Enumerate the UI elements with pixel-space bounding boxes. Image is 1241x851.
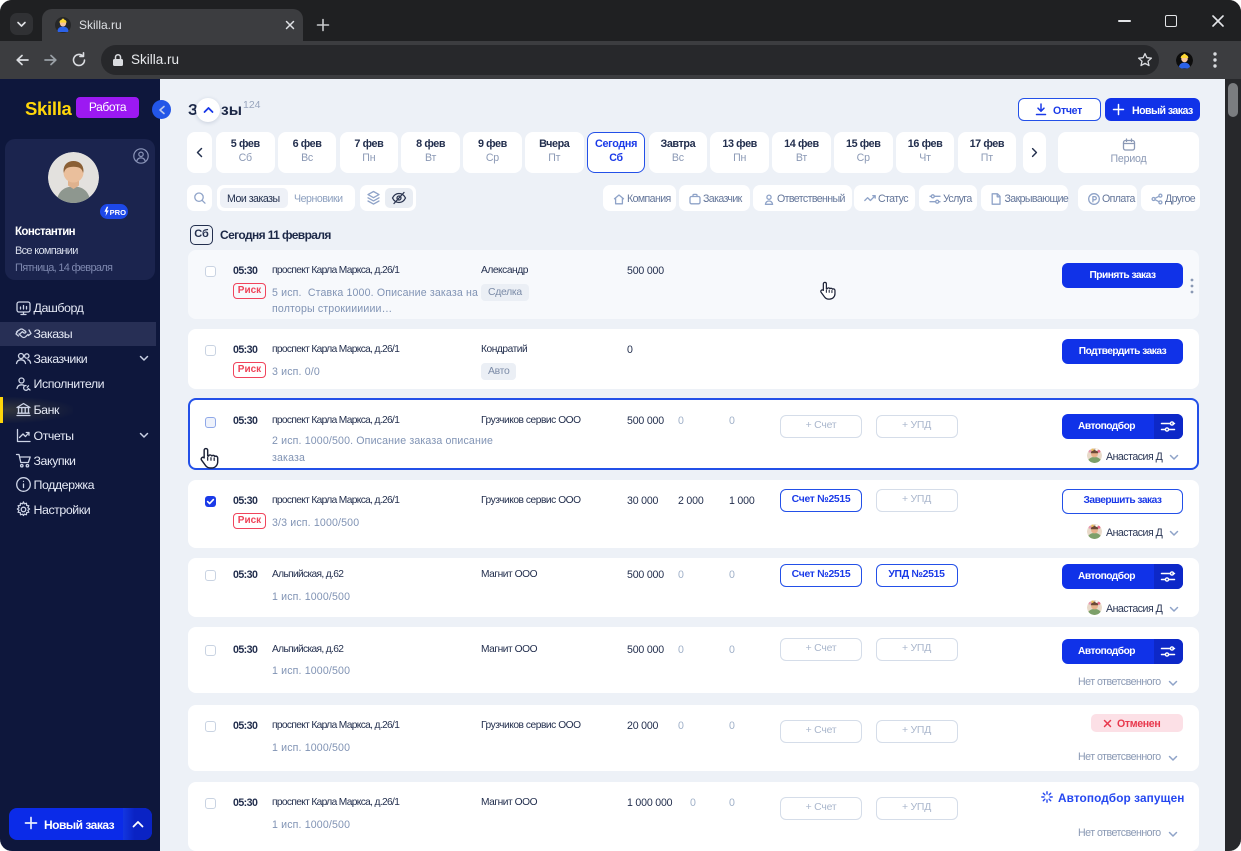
svg-text:PRO: PRO xyxy=(110,207,127,216)
